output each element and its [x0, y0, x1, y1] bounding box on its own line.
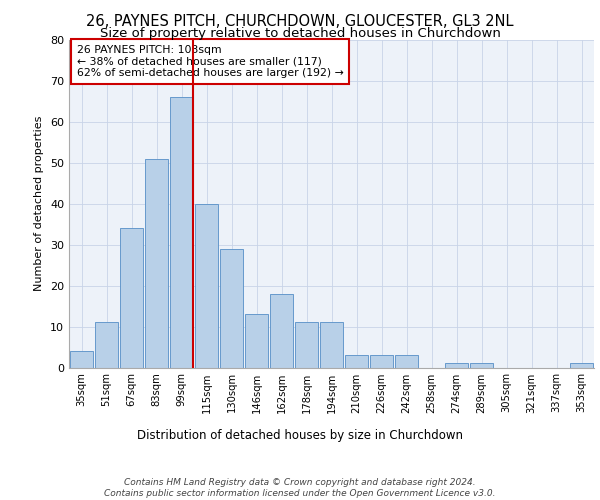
Bar: [170, 98, 193, 368]
Bar: [194, 204, 218, 368]
Text: Distribution of detached houses by size in Churchdown: Distribution of detached houses by size …: [137, 430, 463, 442]
Bar: [445, 364, 469, 368]
Bar: [95, 322, 118, 368]
Y-axis label: Number of detached properties: Number of detached properties: [34, 116, 44, 292]
Bar: [119, 228, 143, 368]
Bar: [569, 364, 593, 368]
Bar: [70, 351, 94, 368]
Bar: [245, 314, 268, 368]
Bar: [145, 158, 169, 368]
Bar: [470, 364, 493, 368]
Bar: [370, 355, 394, 368]
Text: 26, PAYNES PITCH, CHURCHDOWN, GLOUCESTER, GL3 2NL: 26, PAYNES PITCH, CHURCHDOWN, GLOUCESTER…: [86, 14, 514, 29]
Bar: [344, 355, 368, 368]
Bar: [269, 294, 293, 368]
Bar: [395, 355, 418, 368]
Text: Contains HM Land Registry data © Crown copyright and database right 2024.
Contai: Contains HM Land Registry data © Crown c…: [104, 478, 496, 498]
Bar: [220, 249, 244, 368]
Bar: [320, 322, 343, 368]
Text: 26 PAYNES PITCH: 103sqm
← 38% of detached houses are smaller (117)
62% of semi-d: 26 PAYNES PITCH: 103sqm ← 38% of detache…: [77, 45, 344, 78]
Text: Size of property relative to detached houses in Churchdown: Size of property relative to detached ho…: [100, 28, 500, 40]
Bar: [295, 322, 319, 368]
